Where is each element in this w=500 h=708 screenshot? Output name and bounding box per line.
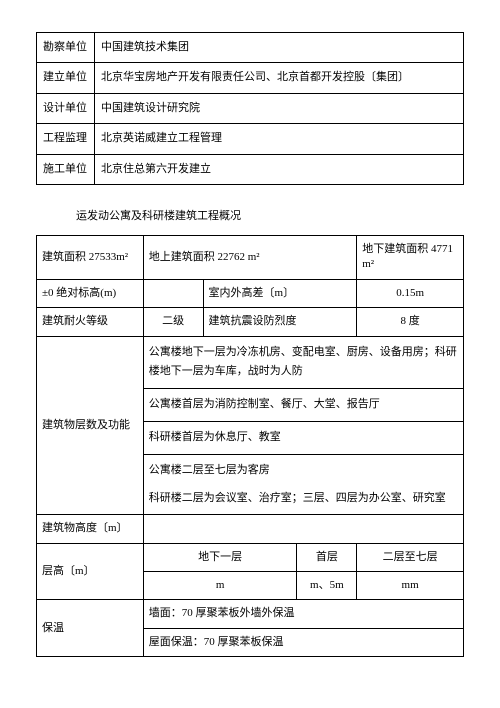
floor-1-value: m、5m (297, 572, 357, 600)
table-row: ±0 绝对标高(m) 室内外高差〔m〕 0.15m (37, 279, 464, 307)
area-above: 地上建筑面积 22762 m² (143, 235, 356, 279)
table-row: 建立单位 北京华宝房地产开发有限责任公司、北京首都开发控股〔集团〕 (37, 63, 464, 93)
table-row: 勘察单位 中国建筑技术集团 (37, 33, 464, 63)
building-height-value (143, 515, 463, 543)
seismic-label: 建筑抗震设防烈度 (203, 308, 357, 336)
construction-unit-value: 北京住总第六开发建立 (95, 154, 464, 184)
units-table: 勘察单位 中国建筑技术集团 建立单位 北京华宝房地产开发有限责任公司、北京首都开… (36, 32, 464, 185)
establish-unit-value: 北京华宝房地产开发有限责任公司、北京首都开发控股〔集团〕 (95, 63, 464, 93)
area-total: 建筑面积 27533m² (37, 235, 144, 279)
height-diff-value: 0.15m (357, 279, 464, 307)
area-below: 地下建筑面积 4771 m² (357, 235, 464, 279)
floor-height-label: 层高〔m〕 (37, 543, 144, 600)
table-row: 层高〔m〕 地下一层 首层 二层至七层 (37, 543, 464, 571)
seismic-value: 8 度 (357, 308, 464, 336)
supervision-label: 工程监理 (37, 124, 95, 154)
table-row: 保温 墙面：70 厚聚苯板外墙外保温 (37, 600, 464, 628)
insulation-roof: 屋面保温：70 厚聚苯板保温 (143, 628, 463, 656)
table-row: 工程监理 北京英诺威建立工程管理 (37, 124, 464, 154)
floor-b1-label: 地下一层 (143, 543, 297, 571)
table-row: 建筑物高度〔m〕 (37, 515, 464, 543)
table-row: 设计单位 中国建筑设计研究院 (37, 93, 464, 123)
table-row: 建筑面积 27533m² 地上建筑面积 22762 m² 地下建筑面积 4771… (37, 235, 464, 279)
supervision-value: 北京英诺威建立工程管理 (95, 124, 464, 154)
floor-1-label: 首层 (297, 543, 357, 571)
table-row: 施工单位 北京住总第六开发建立 (37, 154, 464, 184)
table-row: 建筑物层数及功能 公寓楼地下一层为冷冻机房、变配电室、厨房、设备用房；科研楼地下… (37, 336, 464, 389)
fire-rating-value: 二级 (143, 308, 203, 336)
design-unit-label: 设计单位 (37, 93, 95, 123)
floors-function-line3: 科研楼首层为休息厅、教室 (143, 421, 463, 454)
floors-function-line2: 公寓楼首层为消防控制室、餐厅、大堂、报告厅 (143, 389, 463, 422)
design-unit-value: 中国建筑设计研究院 (95, 93, 464, 123)
section-title: 运发动公寓及科研楼建筑工程概况 (76, 207, 464, 223)
table-row: 建筑耐火等级 二级 建筑抗震设防烈度 8 度 (37, 308, 464, 336)
insulation-label: 保温 (37, 600, 144, 657)
construction-unit-label: 施工单位 (37, 154, 95, 184)
elevation-label: ±0 绝对标高(m) (37, 279, 144, 307)
height-diff-label: 室内外高差〔m〕 (203, 279, 357, 307)
floor-2to7-value: mm (357, 572, 464, 600)
overview-table: 建筑面积 27533m² 地上建筑面积 22762 m² 地下建筑面积 4771… (36, 235, 464, 657)
floors-function-lines45: 公寓楼二层至七层为客房 科研楼二层为会议室、治疗室；三层、四层为办公室、研究室 (143, 454, 463, 515)
floors-function-line5: 科研楼二层为会议室、治疗室；三层、四层为办公室、研究室 (149, 489, 458, 509)
insulation-wall: 墙面：70 厚聚苯板外墙外保温 (143, 600, 463, 628)
floors-function-line4: 公寓楼二层至七层为客房 (149, 461, 458, 481)
floors-function-label: 建筑物层数及功能 (37, 336, 144, 515)
survey-unit-label: 勘察单位 (37, 33, 95, 63)
establish-unit-label: 建立单位 (37, 63, 95, 93)
floors-function-line1: 公寓楼地下一层为冷冻机房、变配电室、厨房、设备用房；科研楼地下一层为车库，战时为… (143, 336, 463, 389)
fire-rating-label: 建筑耐火等级 (37, 308, 144, 336)
floor-2to7-label: 二层至七层 (357, 543, 464, 571)
building-height-label: 建筑物高度〔m〕 (37, 515, 144, 543)
survey-unit-value: 中国建筑技术集团 (95, 33, 464, 63)
elevation-value (143, 279, 203, 307)
floor-b1-value: m (143, 572, 297, 600)
